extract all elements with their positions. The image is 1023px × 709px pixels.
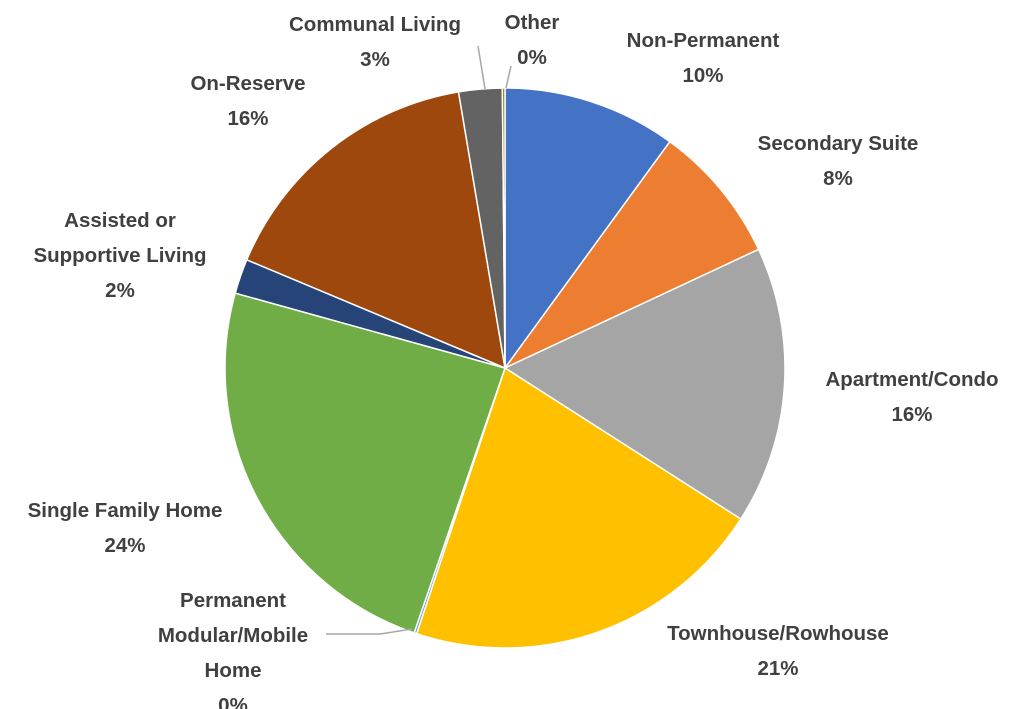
pie-slices (224, 87, 786, 649)
data-labels: Non-Permanent 10% Secondary Suite 8% Apartme… (28, 11, 999, 709)
data-label-category: Assisted or (64, 209, 176, 232)
data-label-value: 0% (218, 694, 248, 709)
data-label-assisted-or-supportive-living: Assisted or Supportive Living 2% (33, 209, 206, 302)
data-label-townhouse-rowhouse: Townhouse/Rowhouse 21% (667, 622, 889, 680)
pie-slice-single-family-home (224, 292, 506, 634)
leader-line-communal-living (477, 45, 486, 90)
data-label-permanent-modular-mobile-home: Permanent Modular/Mobile Home 0% (158, 589, 308, 709)
data-label-value: 2% (105, 279, 135, 302)
data-label-category: Secondary Suite (758, 132, 919, 155)
data-label-apartment-condo: Apartment/Condo 16% (825, 368, 998, 426)
data-label-category: Non-Permanent (627, 29, 780, 52)
data-label-category: Modular/Mobile (158, 624, 308, 647)
data-label-other: Other 0% (505, 11, 560, 69)
data-label-category: Home (205, 659, 262, 682)
data-label-category: Communal Living (289, 13, 461, 36)
data-label-value: 21% (757, 657, 798, 680)
data-label-non-permanent: Non-Permanent 10% (627, 29, 780, 87)
leader-line-other (505, 65, 512, 89)
data-label-category: On-Reserve (190, 72, 305, 95)
data-label-value: 16% (891, 403, 932, 426)
data-label-value: 8% (823, 167, 853, 190)
data-label-category: Townhouse/Rowhouse (667, 622, 889, 645)
data-label-category: Apartment/Condo (825, 368, 998, 391)
pie-slice-apartment-condo (504, 248, 786, 520)
data-label-value: 10% (682, 64, 723, 87)
data-label-single-family-home: Single Family Home 24% (28, 499, 223, 557)
pie-slice-on-reserve (245, 91, 506, 369)
data-label-category: Single Family Home (28, 499, 223, 522)
data-label-communal-living: Communal Living 3% (289, 13, 461, 71)
data-label-category: Other (505, 11, 560, 34)
leader-lines (326, 45, 512, 635)
data-label-category: Permanent (180, 589, 286, 612)
data-label-value: 16% (227, 107, 268, 130)
data-label-value: 0% (517, 46, 547, 69)
data-label-value: 24% (104, 534, 145, 557)
pie-slice-other (501, 87, 506, 369)
data-label-secondary-suite: Secondary Suite 8% (758, 132, 919, 190)
data-label-value: 3% (360, 48, 390, 71)
data-label-on-reserve: On-Reserve 16% (190, 72, 305, 130)
pie-slice-non-permanent (504, 87, 671, 369)
pie-slice-townhouse-rowhouse (415, 367, 742, 649)
pie-slice-secondary-suite (504, 140, 760, 369)
data-label-category: Supportive Living (33, 244, 206, 267)
leader-line-permanent-modular-mobile-home (326, 628, 413, 635)
